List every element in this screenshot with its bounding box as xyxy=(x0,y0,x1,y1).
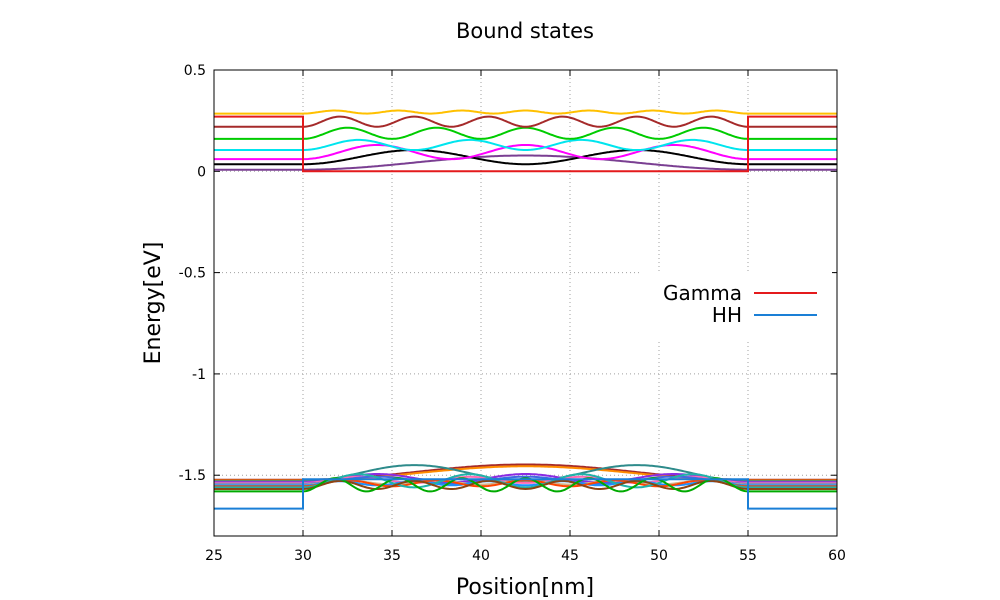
electron-state-curve xyxy=(214,144,837,161)
x-tick-label: 40 xyxy=(472,548,490,564)
plot-curves xyxy=(214,109,837,510)
hole-state-curve xyxy=(214,475,837,484)
axis-ticks: 25 30 35 40 45 50 55 60 -1.5 -1 -0.5 0 0.5 xyxy=(179,63,846,564)
series-line-hh xyxy=(214,478,837,510)
x-tick-label: 25 xyxy=(205,548,223,564)
x-tick-label: 55 xyxy=(739,548,757,564)
y-tick-label: -1.5 xyxy=(179,468,206,484)
electron-state-curve xyxy=(214,115,837,128)
y-axis-label: Energy[eV] xyxy=(141,242,166,365)
x-tick-label: 45 xyxy=(561,548,579,564)
electron-state-curve xyxy=(214,126,837,140)
electron-state-curve xyxy=(214,149,837,166)
x-tick-label: 30 xyxy=(294,548,312,564)
electron-state-curve xyxy=(214,154,837,171)
plot-frame xyxy=(213,69,838,537)
x-tick-label: 60 xyxy=(828,548,846,564)
y-tick-label: -0.5 xyxy=(179,266,206,282)
series-line-gamma xyxy=(214,115,837,173)
x-tick-label: 50 xyxy=(650,548,668,564)
electron-state-curve xyxy=(214,138,837,151)
legend-background xyxy=(642,272,832,342)
y-tick-label: 0 xyxy=(197,164,206,180)
y-tick-label: 0.5 xyxy=(184,63,206,79)
legend-label-gamma: Gamma xyxy=(663,281,742,305)
electron-state-curve xyxy=(214,109,837,115)
y-tick-label: -1 xyxy=(192,367,206,383)
x-tick-label: 35 xyxy=(383,548,401,564)
x-axis-label: Position[nm] xyxy=(456,575,594,600)
legend-label-hh: HH xyxy=(712,303,742,327)
chart-title: Bound states xyxy=(456,19,594,43)
